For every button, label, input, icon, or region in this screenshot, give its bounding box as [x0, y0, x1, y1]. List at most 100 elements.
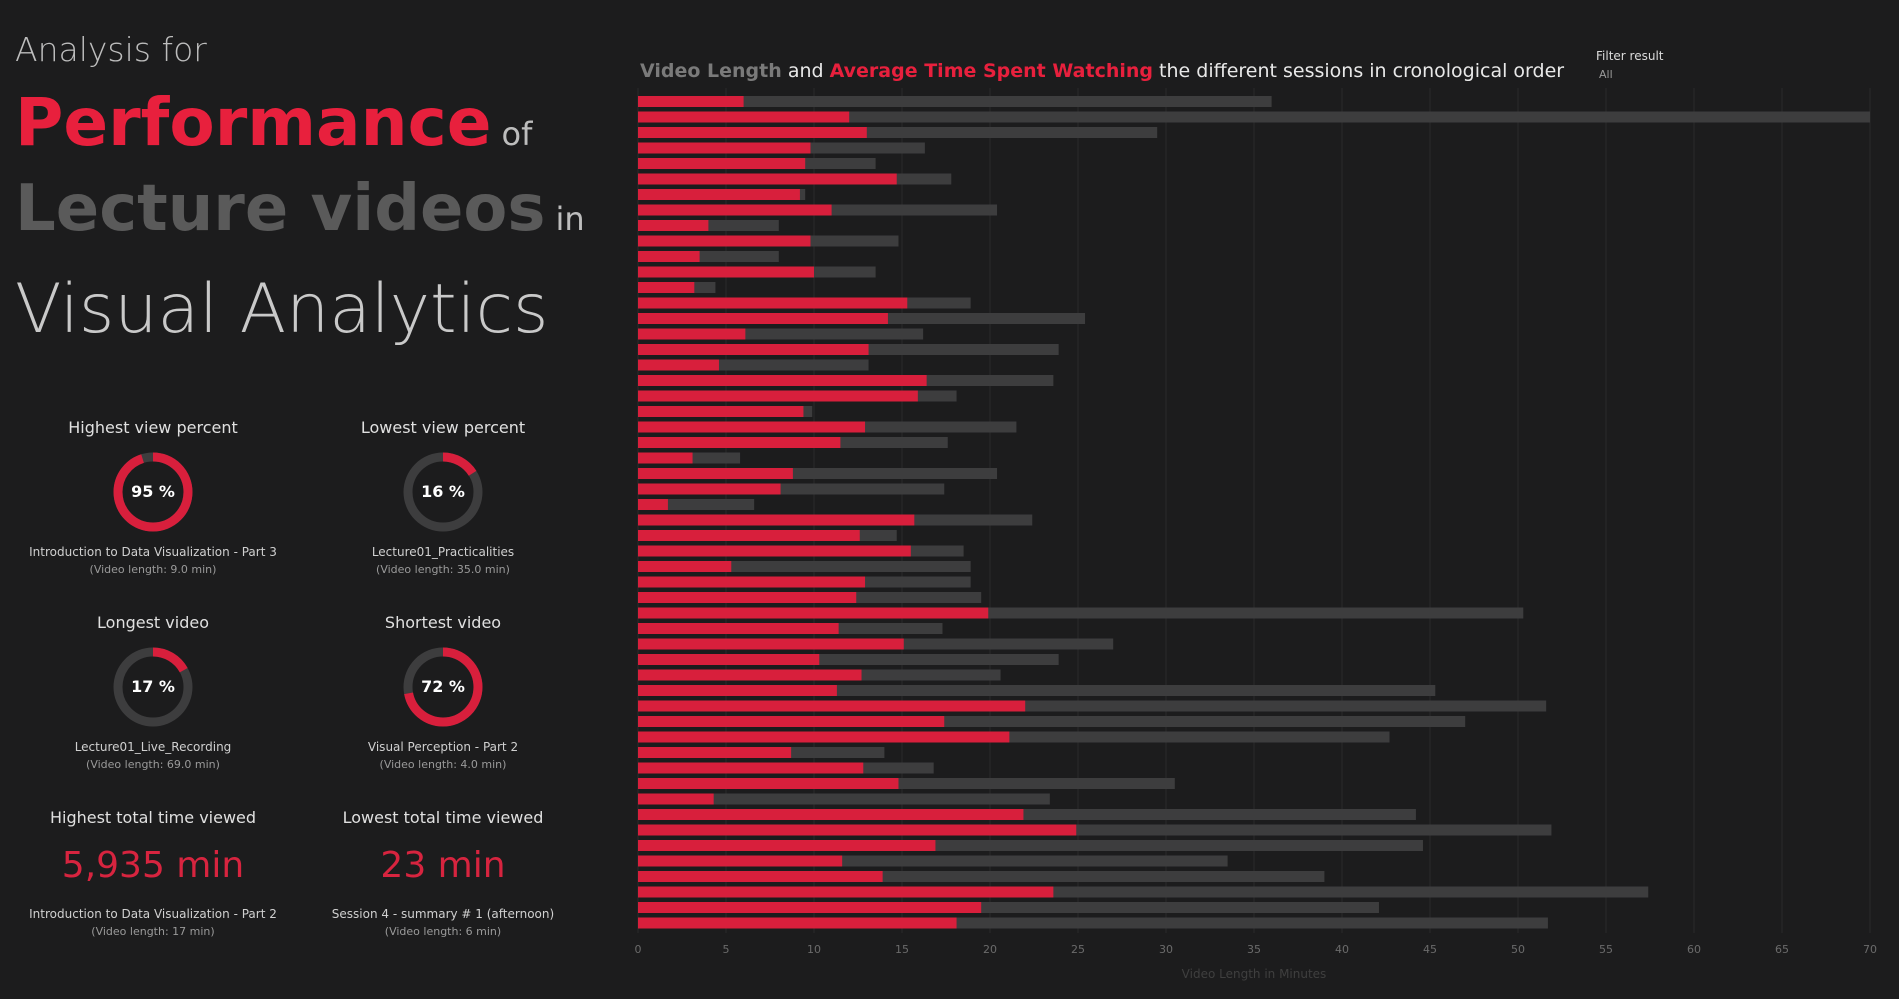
donut-arc: [403, 647, 483, 727]
bar-video-length[interactable]: [638, 96, 1272, 107]
bar-video-length[interactable]: [638, 809, 1416, 820]
bar-average-time[interactable]: [638, 390, 918, 402]
bar-average-time[interactable]: [638, 545, 911, 557]
bar-video-length[interactable]: [638, 855, 1228, 867]
bar-average-time[interactable]: [638, 592, 857, 603]
bar-average-time[interactable]: [638, 220, 709, 231]
bar-video-length[interactable]: [638, 917, 1548, 929]
bar-average-time[interactable]: [638, 700, 1026, 712]
kpi-highest-view-percent[interactable]: Highest view percent 95 % Introduction t…: [8, 418, 298, 576]
bar-video-length[interactable]: [638, 871, 1325, 882]
bar-average-time[interactable]: [638, 793, 714, 805]
bar-video-length[interactable]: [638, 654, 1059, 665]
bar-video-length[interactable]: [638, 251, 779, 262]
bar-average-time[interactable]: [638, 468, 793, 479]
title-in: in: [555, 200, 585, 238]
bar-average-time[interactable]: [638, 530, 860, 541]
bar-average-time[interactable]: [638, 483, 781, 495]
bar-average-time[interactable]: [638, 328, 746, 340]
bar-video-length[interactable]: [638, 685, 1436, 696]
donut-arc: [403, 452, 483, 532]
bar-average-time[interactable]: [638, 576, 866, 588]
bar-average-time[interactable]: [638, 297, 908, 309]
bar-average-time[interactable]: [638, 96, 744, 107]
bar-average-time[interactable]: [638, 778, 899, 789]
video-name: Lecture01_Live_Recording: [74, 740, 232, 754]
bar-average-time[interactable]: [638, 762, 864, 774]
x-tick-label: 20: [983, 943, 997, 956]
bar-average-time[interactable]: [638, 421, 866, 433]
kpi-lowest-total-time[interactable]: Lowest total time viewed 23 min Session …: [298, 808, 588, 938]
kpi-shortest-video[interactable]: Shortest video 72 % Visual Perception - …: [298, 613, 588, 771]
bar-average-time[interactable]: [638, 251, 700, 262]
bar-video-length[interactable]: [638, 127, 1158, 138]
bars: [638, 96, 1870, 929]
bar-video-length[interactable]: [638, 700, 1547, 712]
bar-average-time[interactable]: [638, 127, 867, 138]
bar-video-length[interactable]: [638, 716, 1466, 727]
bar-video-length[interactable]: [638, 359, 869, 371]
bar-average-time[interactable]: [638, 406, 804, 417]
bar-average-time[interactable]: [638, 902, 982, 913]
bar-video-length[interactable]: [638, 328, 924, 340]
bar-video-length[interactable]: [638, 793, 1050, 805]
bar-average-time[interactable]: [638, 499, 668, 510]
bar-video-length[interactable]: [638, 468, 998, 479]
bar-average-time[interactable]: [638, 747, 792, 758]
bar-video-length[interactable]: [638, 778, 1175, 789]
bar-average-time[interactable]: [638, 638, 904, 650]
bar-video-length[interactable]: [638, 111, 1870, 123]
bar-average-time[interactable]: [638, 375, 927, 386]
kpi-lowest-view-percent[interactable]: Lowest view percent 16 % Lecture01_Pract…: [298, 418, 588, 576]
bar-average-time[interactable]: [638, 437, 841, 448]
bar-video-length[interactable]: [638, 902, 1379, 913]
bar-average-time[interactable]: [638, 623, 839, 634]
title-lecture-videos: Lecture videos: [15, 172, 546, 246]
title-line-performance: Performance of: [15, 84, 532, 161]
bar-average-time[interactable]: [638, 111, 850, 123]
bar-video-length[interactable]: [638, 607, 1524, 619]
bar-average-time[interactable]: [638, 840, 936, 851]
bar-average-time[interactable]: [638, 824, 1077, 836]
bar-average-time[interactable]: [638, 282, 695, 293]
bar-average-time[interactable]: [638, 204, 832, 216]
bar-average-time[interactable]: [638, 514, 915, 526]
bar-average-time[interactable]: [638, 917, 957, 929]
bar-video-length[interactable]: [638, 561, 971, 572]
bar-average-time[interactable]: [638, 313, 888, 324]
kpi-longest-video[interactable]: Longest video 17 % Lecture01_Live_Record…: [8, 613, 298, 771]
bar-average-time[interactable]: [638, 809, 1024, 820]
filter-value[interactable]: All: [1599, 68, 1613, 81]
x-tick-label: 60: [1687, 943, 1701, 956]
donut-percent-label: 95 %: [131, 482, 175, 501]
bar-average-time[interactable]: [638, 561, 732, 572]
bar-video-length[interactable]: [638, 886, 1649, 898]
bar-average-time[interactable]: [638, 871, 883, 882]
bar-video-length[interactable]: [638, 483, 945, 495]
bar-video-length[interactable]: [638, 220, 779, 231]
bar-average-time[interactable]: [638, 855, 843, 867]
bar-average-time[interactable]: [638, 344, 869, 355]
bar-average-time[interactable]: [638, 173, 897, 185]
x-tick-label: 15: [895, 943, 909, 956]
kpi-highest-total-time[interactable]: Highest total time viewed 5,935 min Intr…: [8, 808, 298, 938]
bar-average-time[interactable]: [638, 189, 800, 200]
bar-average-time[interactable]: [638, 716, 945, 727]
bar-average-time[interactable]: [638, 669, 862, 681]
bar-video-length[interactable]: [638, 824, 1552, 836]
bar-average-time[interactable]: [638, 359, 719, 371]
bar-average-time[interactable]: [638, 654, 820, 665]
bar-average-time[interactable]: [638, 235, 811, 247]
bar-average-time[interactable]: [638, 142, 811, 154]
bar-average-time[interactable]: [638, 886, 1054, 898]
filter-control[interactable]: Filter result All: [1596, 49, 1663, 81]
bar-video-length[interactable]: [638, 731, 1390, 743]
bar-average-time[interactable]: [638, 731, 1010, 743]
bar-average-time[interactable]: [638, 452, 693, 464]
bar-average-time[interactable]: [638, 685, 837, 696]
bar-average-time[interactable]: [638, 158, 806, 169]
bar-average-time[interactable]: [638, 266, 814, 278]
bar-video-length[interactable]: [638, 499, 755, 510]
bar-video-length[interactable]: [638, 840, 1423, 851]
bar-average-time[interactable]: [638, 607, 989, 619]
